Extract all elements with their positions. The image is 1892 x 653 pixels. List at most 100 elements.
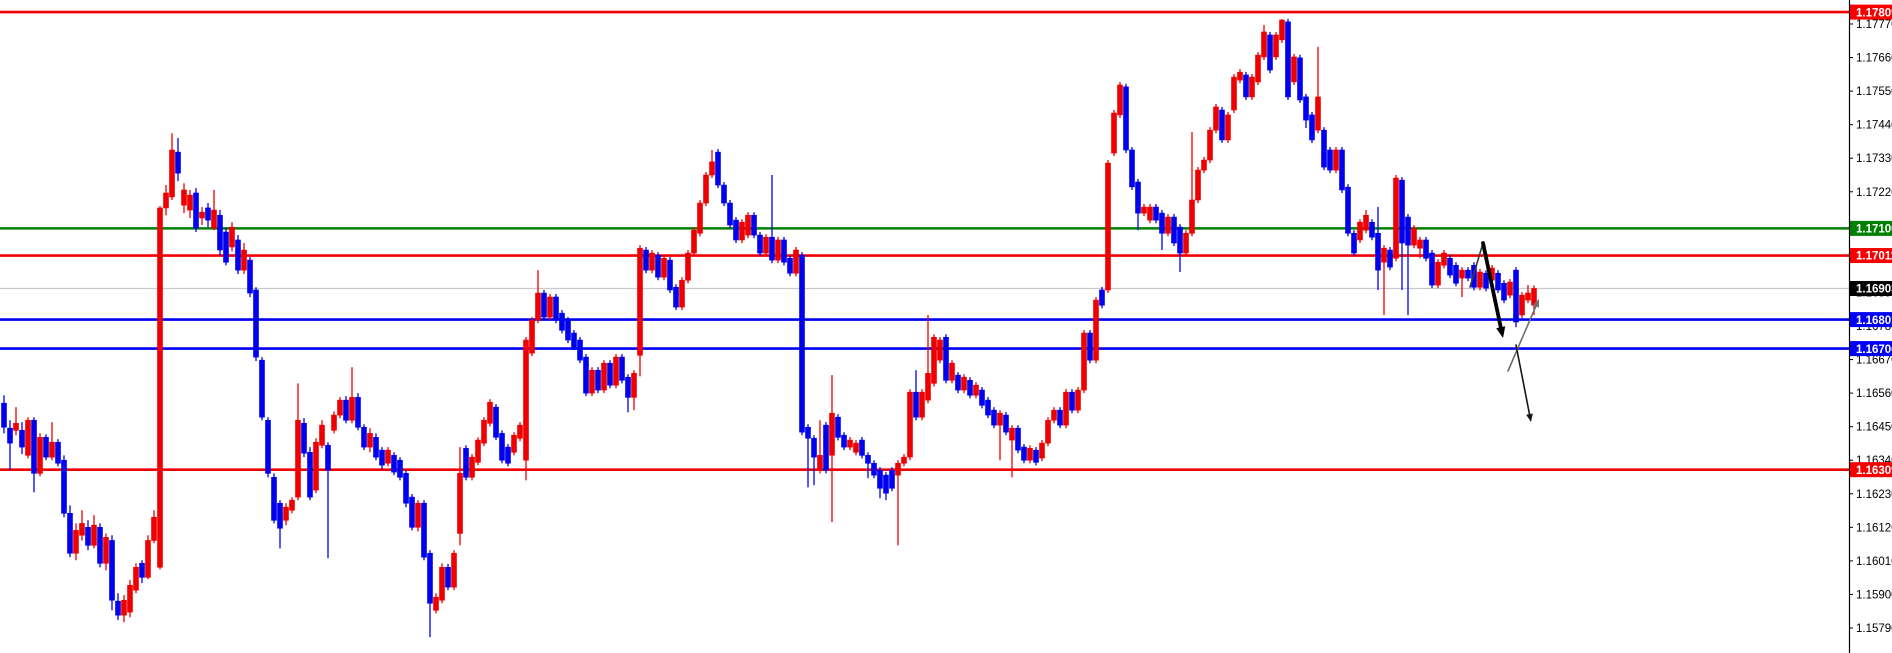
candle-body-bull: [1201, 159, 1207, 171]
candle-body-bear: [361, 426, 367, 448]
candle-body-bear: [1387, 249, 1393, 268]
candle-body-bull: [385, 449, 391, 464]
candle-body-bear: [607, 362, 613, 386]
candle-body-bull: [1507, 281, 1513, 296]
candle-body-bear: [97, 527, 103, 564]
candle-body-bear: [727, 202, 733, 226]
candle-body-bear: [781, 239, 787, 263]
candle-body-bull: [1441, 252, 1447, 266]
candle-body-bear: [1447, 257, 1453, 276]
projection-arrow-down-big[interactable]: [1481, 241, 1504, 334]
candle-body-bear: [1099, 289, 1105, 306]
projection-arrow-up[interactable]: [1507, 302, 1538, 372]
candle-body-bear: [787, 257, 793, 274]
candle-body-bull: [1333, 149, 1339, 171]
candle-body-bull: [1081, 332, 1087, 391]
candle-body-bull: [1063, 391, 1069, 426]
candle-body-bear: [277, 502, 283, 529]
candle-body-bull: [523, 339, 529, 461]
candle-body-bull: [1189, 199, 1195, 234]
price-badge-resistance-1-17100: [1850, 220, 1892, 236]
candle-body-bear: [259, 359, 265, 418]
candle-body-bull: [337, 399, 343, 416]
candle-body-bear: [271, 477, 277, 521]
candle-body-bull: [1147, 206, 1153, 221]
candle-body-bull: [1213, 106, 1219, 131]
candle-body-bear: [1069, 391, 1075, 411]
candle-body-bull: [439, 566, 445, 601]
projection-leg-up[interactable]: [1469, 242, 1484, 288]
candle-body-bear: [43, 437, 49, 458]
candle-body-bull: [1075, 389, 1081, 411]
projection-arrow-up-head[interactable]: [1532, 299, 1539, 308]
candle-body-bull: [937, 339, 943, 361]
candle-body-bull: [1273, 34, 1279, 58]
candle-body-bear: [769, 236, 775, 261]
candle-body-bull: [1195, 169, 1201, 201]
candle-body-bear: [1087, 332, 1093, 361]
candle-body-bear: [1501, 282, 1507, 301]
candle-body-bull: [931, 336, 937, 384]
candle-body-bear: [673, 286, 679, 308]
candle-body-bull: [679, 279, 685, 308]
candle-body-bull: [151, 516, 157, 541]
candle-body-bear: [955, 374, 961, 391]
candle-body-bull: [1477, 271, 1483, 288]
candle-body-bear: [565, 319, 571, 341]
candle-body-bull: [829, 412, 835, 456]
candle-body-bear: [757, 234, 763, 254]
candle-body-bear: [1219, 109, 1225, 141]
candle-body-bear: [373, 437, 379, 458]
candle-body-bull: [145, 540, 151, 578]
candle-body-bull: [709, 161, 715, 176]
candle-body-bull: [697, 202, 703, 234]
candle-body-bull: [1141, 206, 1147, 214]
candle-body-bull: [1039, 442, 1045, 459]
candle-body-bull: [91, 524, 97, 546]
candle-body-bear: [355, 397, 361, 428]
candle-body-bull: [739, 221, 745, 241]
candle-body-bull: [415, 502, 421, 528]
y-axis-tick-label: 1.16230: [1856, 489, 1892, 501]
candle-body-bull: [1105, 162, 1111, 291]
candle-body-bear: [235, 239, 241, 271]
candle-body-bear: [577, 339, 583, 361]
projection-arrow-down-big-head[interactable]: [1496, 326, 1506, 338]
projection-arrow-down-small-head[interactable]: [1526, 413, 1533, 422]
candle-body-bear: [1303, 96, 1309, 121]
candle-body-bull: [1315, 96, 1321, 131]
candle-body-bear: [379, 449, 385, 466]
candle-body-bear: [979, 389, 985, 406]
candle-body-bear: [1309, 114, 1315, 141]
candle-body-bull: [775, 239, 781, 261]
price-badge-support-1-16801: [1850, 312, 1892, 328]
candle-body-bear: [1243, 74, 1249, 98]
candle-body-bear: [193, 192, 199, 229]
price-badge-resistance-1-17809: [1850, 4, 1892, 20]
candle-body-bear: [643, 249, 649, 271]
candle-body-bear: [391, 455, 397, 473]
y-axis-tick-label: 1.16010: [1856, 556, 1892, 568]
candle-body-bear: [265, 419, 271, 474]
candle-body-bear: [799, 254, 805, 433]
candle-body-bull: [1027, 448, 1033, 461]
candle-body-bull: [13, 423, 19, 431]
projection-arrow-down-small[interactable]: [1515, 344, 1531, 419]
candle-body-bear: [217, 214, 223, 251]
candle-body-bear: [1327, 149, 1333, 171]
candle-body-bear: [1465, 269, 1471, 279]
candle-body-bull: [649, 252, 655, 271]
candle-body-bear: [115, 600, 121, 616]
candle-body-bear: [463, 448, 469, 478]
candle-body-bear: [943, 336, 949, 381]
candle-body-bear: [1495, 272, 1501, 291]
candle-body-bull: [919, 391, 925, 418]
candle-body-bear: [427, 552, 433, 604]
candle-body-bear: [1405, 216, 1411, 246]
candle-body-bull: [1381, 247, 1387, 263]
candle-body-bull: [133, 566, 139, 591]
candle-body-bull: [895, 462, 901, 476]
candle-body-bull: [229, 226, 235, 248]
candle-body-bear: [553, 296, 559, 321]
